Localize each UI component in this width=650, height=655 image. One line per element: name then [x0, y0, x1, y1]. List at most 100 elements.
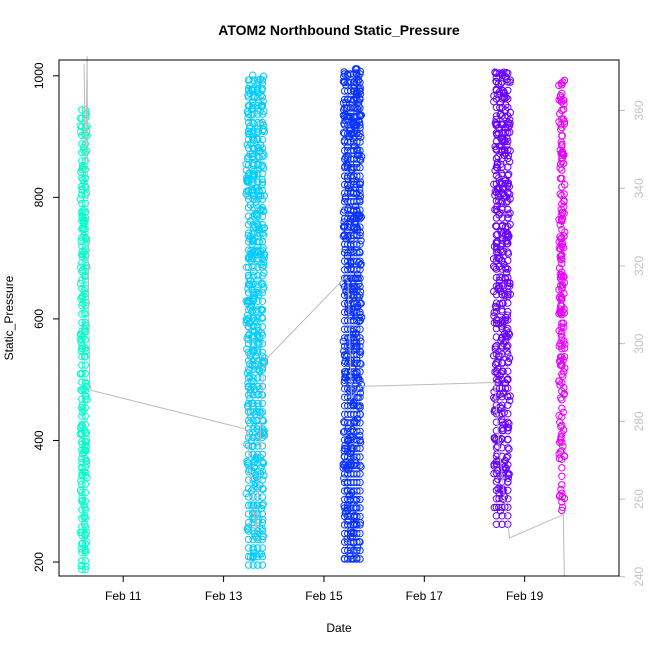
data-point: [353, 555, 361, 563]
data-point: [78, 352, 86, 361]
data-point: [356, 214, 364, 223]
overlay-line: [83, 56, 565, 577]
data-point: [504, 112, 512, 120]
data-point: [244, 212, 253, 220]
data-point: [244, 306, 253, 314]
data-point: [495, 197, 503, 205]
data-point: [356, 444, 364, 453]
data-point: [558, 336, 566, 344]
data-point: [259, 417, 267, 425]
data-point: [244, 399, 253, 408]
data-point: [498, 350, 506, 358]
data-point: [353, 121, 361, 129]
data-point: [356, 249, 364, 257]
data-point: [558, 464, 566, 472]
data-point: [81, 378, 90, 386]
data-point: [259, 429, 267, 438]
data-point: [558, 256, 566, 264]
data-point: [558, 333, 566, 341]
data-point: [558, 157, 566, 166]
data-point: [353, 274, 361, 282]
data-point: [492, 231, 501, 239]
data-point: [244, 204, 253, 212]
data-point: [504, 469, 512, 477]
data-point: [558, 166, 566, 174]
data-point: [244, 518, 253, 527]
data-point: [353, 206, 361, 214]
data-point: [254, 561, 262, 569]
data-point: [254, 152, 262, 161]
data-point: [81, 191, 90, 199]
data-point: [258, 272, 267, 280]
data-point: [258, 518, 267, 527]
data-point: [81, 531, 90, 539]
data-point: [492, 146, 501, 154]
data-point: [244, 374, 253, 382]
data-point: [249, 280, 257, 288]
data-point: [506, 396, 514, 405]
data-point: [556, 233, 564, 241]
data-point: [249, 484, 257, 493]
data-point: [504, 231, 512, 239]
data-point: [345, 490, 354, 499]
data-point: [78, 565, 86, 573]
data-point: [253, 81, 262, 89]
data-point: [356, 478, 364, 487]
data-point: [81, 548, 90, 556]
x-tick-label: Feb 11: [105, 589, 142, 603]
x-tick-label: Feb 19: [506, 589, 544, 603]
data-point: [249, 289, 257, 297]
data-point: [244, 192, 252, 200]
data-point: [492, 461, 501, 469]
data-point: [498, 146, 506, 154]
data-point: [78, 369, 86, 378]
data-point: [498, 78, 506, 86]
data-point: [249, 135, 257, 144]
data-point: [504, 418, 512, 426]
data-point: [258, 221, 267, 229]
data-point: [81, 208, 90, 216]
y2-tick-label: 340: [632, 178, 646, 198]
data-point: [258, 84, 267, 93]
data-point: [249, 161, 257, 169]
data-point: [560, 353, 569, 361]
data-point: [254, 280, 262, 288]
data-point: [353, 112, 361, 121]
data-point: [78, 429, 86, 437]
data-point: [490, 312, 498, 320]
axes: Feb 11 Feb 13 Feb 15 Feb 17 Feb 19 200 400 600 8…: [32, 62, 646, 603]
data-point: [353, 487, 361, 495]
data-point: [558, 455, 566, 463]
data-point: [498, 248, 506, 256]
data-point: [504, 384, 512, 392]
data-point: [258, 101, 267, 110]
data-point: [504, 163, 512, 171]
data-point: [498, 342, 506, 350]
data-point: [356, 325, 364, 333]
data-point: [244, 379, 252, 387]
data-point: [356, 266, 364, 274]
data-point: [504, 486, 512, 494]
data-point: [258, 374, 267, 382]
data-point: [339, 428, 348, 436]
data-point: [353, 240, 361, 248]
data-point: [356, 419, 364, 427]
data-point: [78, 318, 86, 327]
data-point: [258, 297, 267, 305]
data-point: [249, 238, 257, 246]
data-point: [353, 342, 361, 350]
data-point: [258, 135, 267, 144]
data-point: [78, 455, 86, 463]
data-point: [258, 552, 267, 561]
data-point: [351, 202, 360, 210]
data-point: [258, 127, 267, 135]
data-point: [356, 402, 364, 410]
data-point: [557, 255, 565, 263]
data-point: [244, 263, 253, 271]
data-point: [356, 155, 364, 163]
data-point: [254, 476, 262, 484]
data-point: [558, 89, 566, 98]
data-point: [254, 484, 262, 493]
data-point: [498, 495, 506, 503]
data-point: [353, 351, 361, 359]
